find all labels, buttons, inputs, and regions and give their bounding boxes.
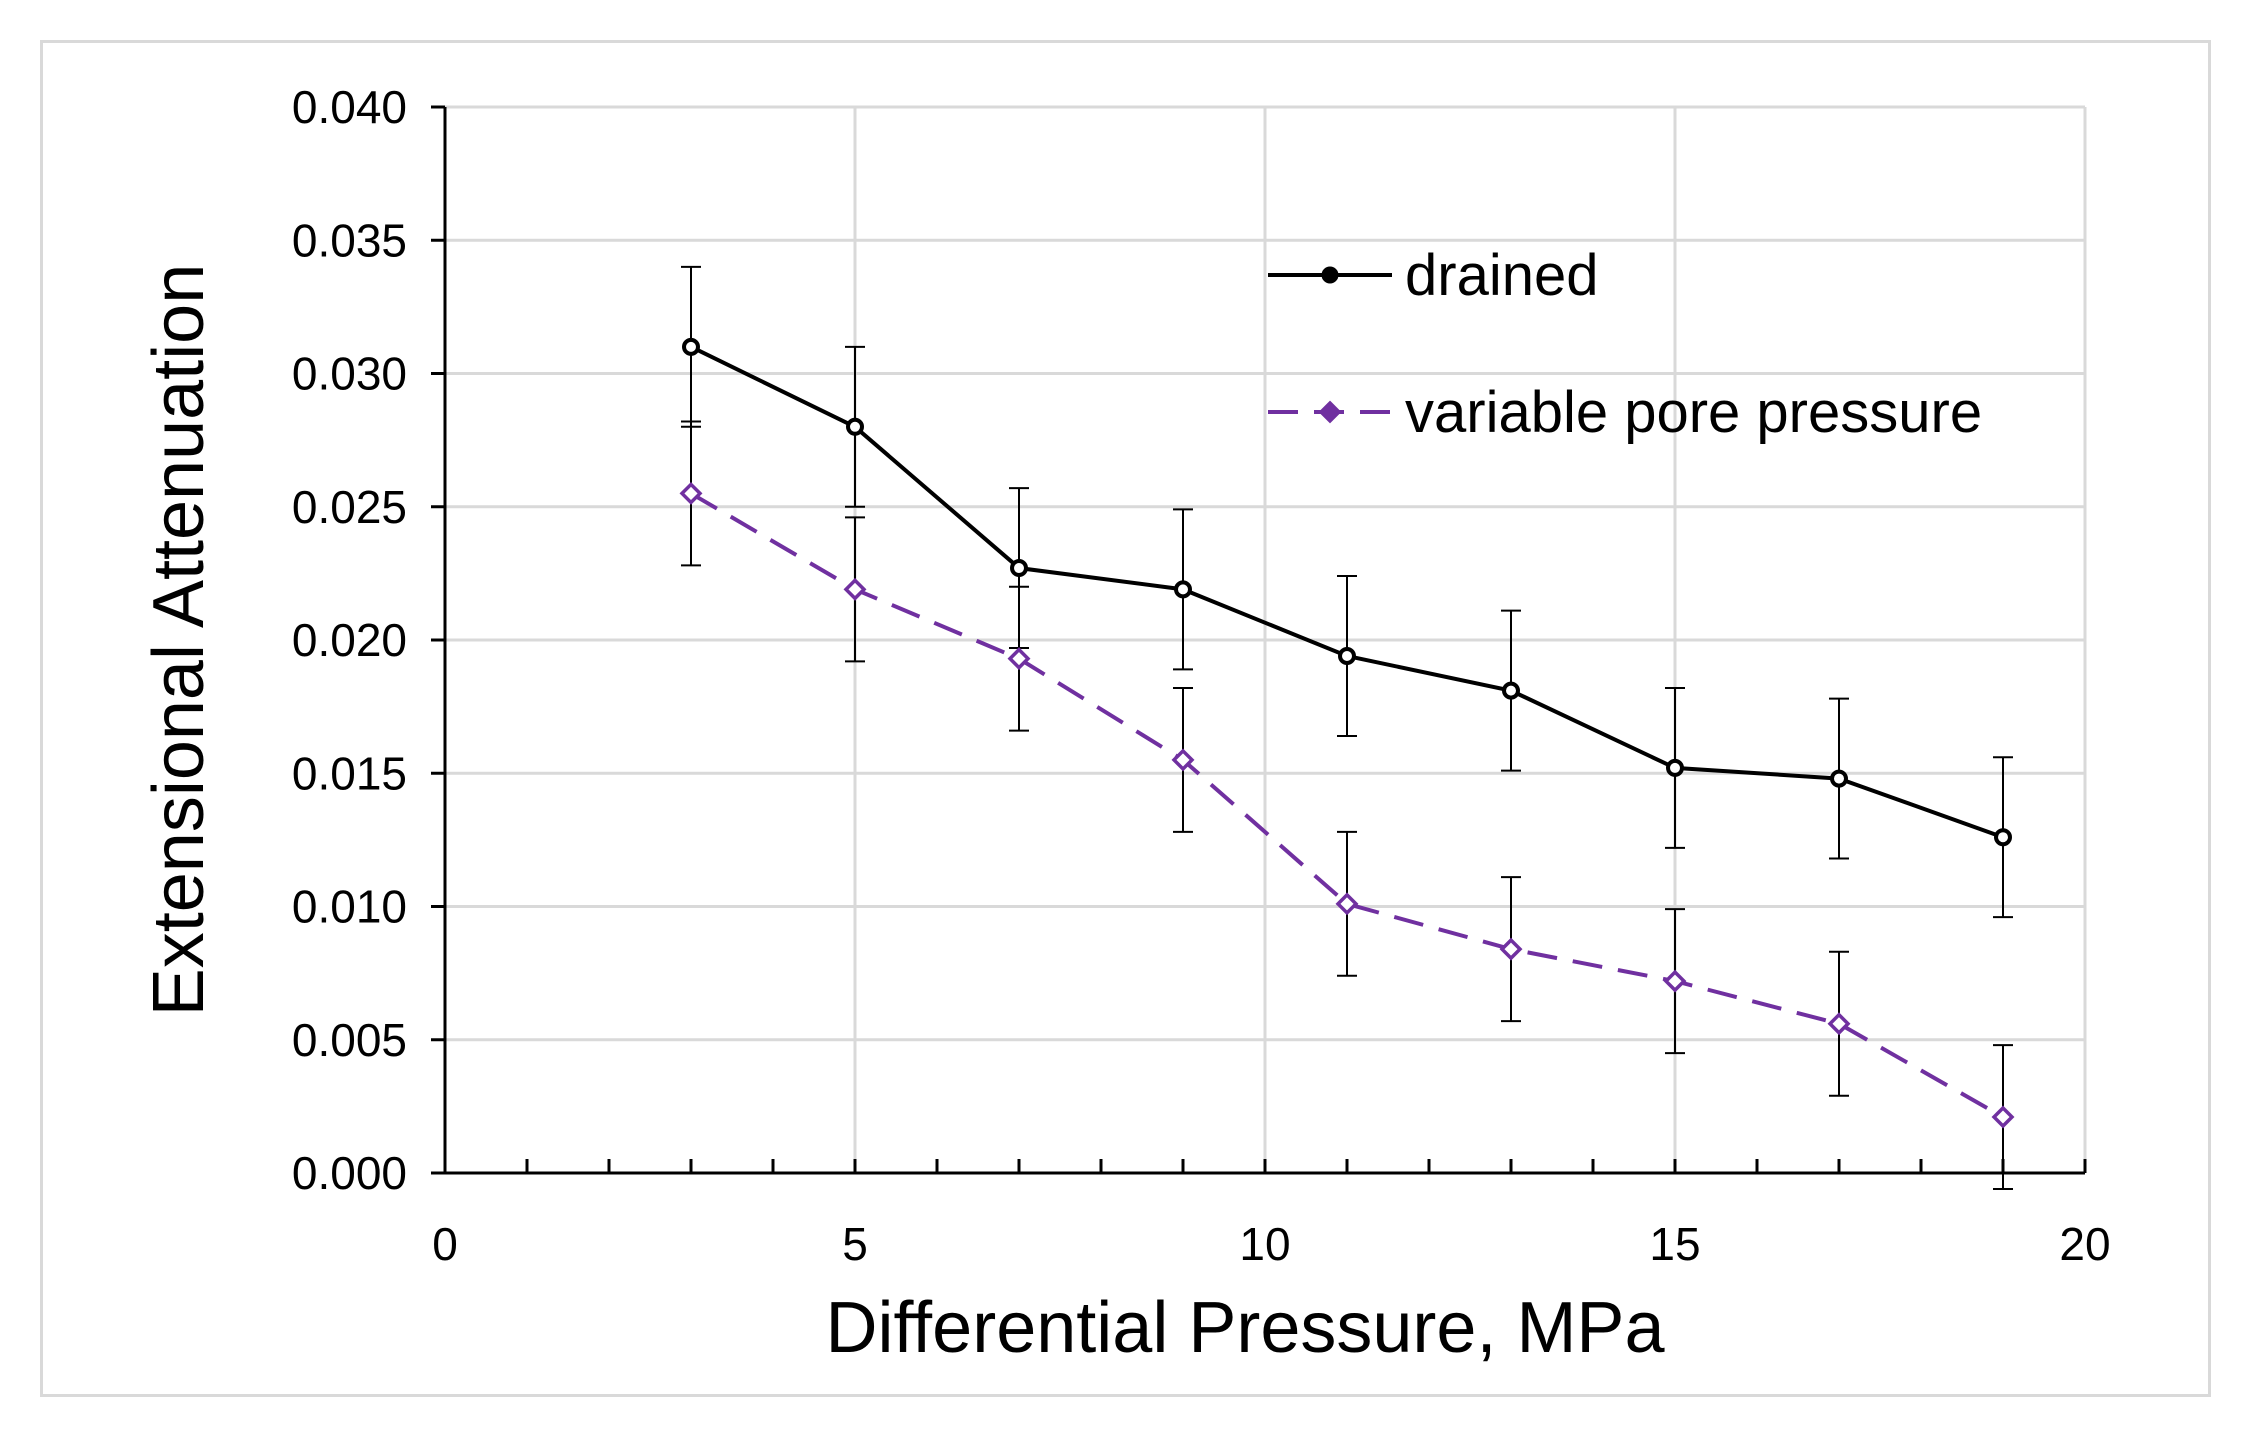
- y-tick-label: 0.000: [292, 1147, 407, 1199]
- data-point: [1010, 559, 1028, 578]
- series-line: [689, 491, 2004, 1119]
- data-point: [1991, 1105, 2015, 1129]
- y-tick-label: 0.025: [292, 481, 407, 533]
- legend-marker: [1321, 266, 1339, 284]
- x-tick-label: 15: [1649, 1218, 1700, 1270]
- y-tick-label: 0.035: [292, 214, 407, 266]
- x-tick-label: 0: [432, 1218, 458, 1270]
- series-variable-pore-pressure: [679, 420, 2015, 1190]
- data-point: [1007, 647, 1031, 671]
- data-point: [1335, 892, 1359, 916]
- data-point: [1830, 769, 1848, 788]
- legend-label: variable pore pressure: [1405, 380, 1982, 445]
- data-point: [1663, 969, 1687, 993]
- data-point: [1502, 681, 1520, 700]
- data-point: [1827, 1012, 1851, 1036]
- y-tick-label: 0.030: [292, 348, 407, 400]
- x-tick-label: 5: [842, 1218, 868, 1270]
- data-point: [1338, 646, 1356, 665]
- data-point: [1994, 828, 2012, 847]
- data-point: [682, 337, 700, 356]
- data-point: [1499, 937, 1523, 961]
- data-point: [1174, 580, 1192, 599]
- data-point: [1666, 758, 1684, 777]
- axes: 0.000 0.005 0.010 0.015 0.020 0.025 0.030 0.035…: [292, 81, 2111, 1270]
- chart-frame: [40, 40, 2211, 1397]
- y-tick-label: 0.005: [292, 1014, 407, 1066]
- y-tick-label: 0.015: [292, 747, 407, 799]
- series-drained: [681, 265, 2013, 919]
- y-axis-title: Extensional Attenuation: [139, 264, 219, 1017]
- data-series: [679, 265, 2015, 1190]
- x-tick-label: 10: [1239, 1218, 1290, 1270]
- x-tick-label: 20: [2059, 1218, 2110, 1270]
- y-tick-label: 0.040: [292, 81, 407, 133]
- data-point: [1171, 748, 1195, 772]
- data-point: [843, 577, 867, 601]
- y-tick-label: 0.020: [292, 614, 407, 666]
- y-tick-label: 0.010: [292, 881, 407, 933]
- x-axis-title: Differential Pressure, MPa: [825, 1288, 1665, 1368]
- data-point: [846, 417, 864, 436]
- legend-label: drained: [1405, 243, 1598, 308]
- legend-marker: [1318, 400, 1342, 424]
- data-point: [679, 481, 703, 505]
- legend: drained variable pore pressure: [1268, 243, 1982, 445]
